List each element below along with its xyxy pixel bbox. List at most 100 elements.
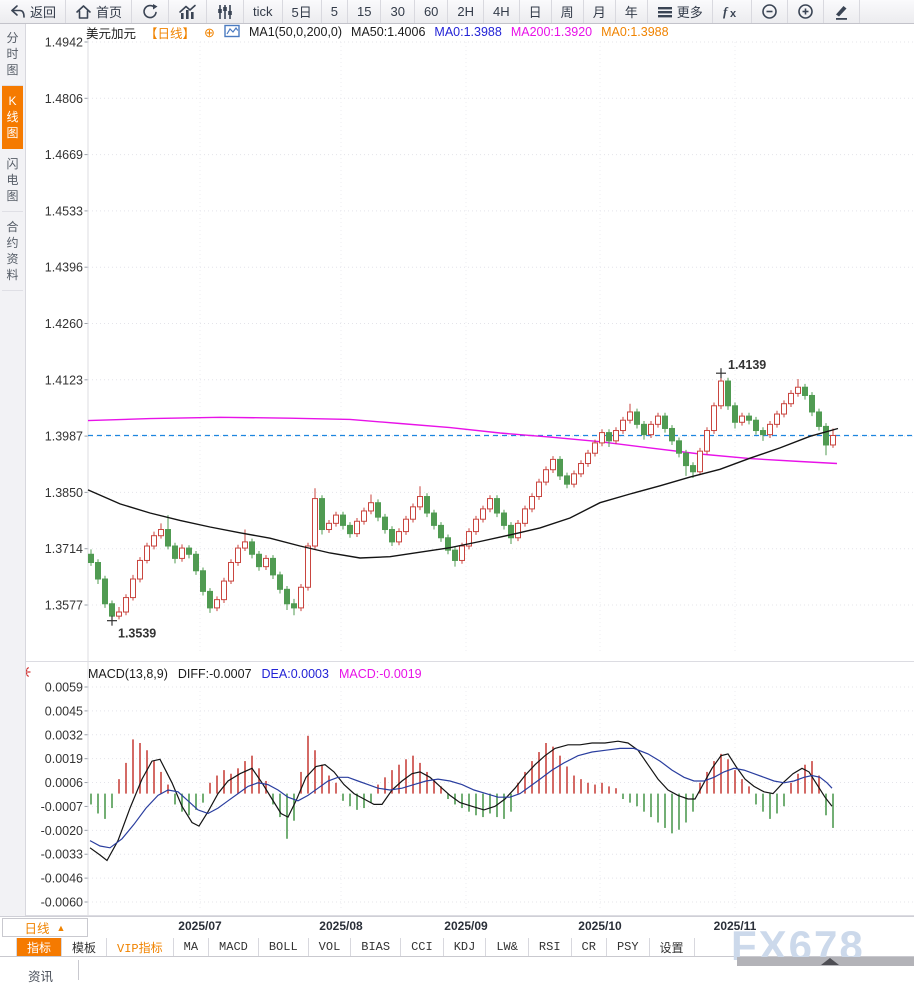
status-divider	[78, 960, 79, 980]
ma0-value-orange: MA0:1.3988	[601, 25, 669, 39]
toolbar-draw-button[interactable]	[824, 0, 860, 23]
toolbar-zoom-in-button[interactable]	[788, 0, 824, 23]
toolbar-period-4h-label: 4H	[493, 4, 510, 19]
toolbar-home-label: 首页	[96, 5, 123, 20]
main-y-axis-label: 1.4669	[45, 148, 83, 162]
macd-diff-value: DIFF:-0.0007	[177, 666, 252, 681]
toolbar-back-label: 返回	[30, 5, 57, 20]
tab-templates[interactable]: 模板	[62, 938, 108, 956]
x-axis-label: 2025/11	[713, 919, 757, 933]
sidebar-item-time-chart[interactable]: 分时图	[2, 23, 23, 86]
macd-y-axis-label: -0.0020	[41, 824, 83, 838]
x-axis-label: 2025/09	[444, 919, 488, 933]
add-favorite-icon[interactable]: ⊕	[204, 24, 215, 40]
x-axis-label: 2025/10	[578, 919, 622, 933]
toolbar-period-day-button[interactable]: 日	[520, 0, 552, 23]
toolbar-period-5d-button[interactable]: 5日	[283, 0, 322, 23]
macd-macd-value: MACD:-0.0019	[338, 666, 422, 681]
ma50-value: MA50:1.4006	[351, 25, 426, 39]
toolbar-area-chart-button[interactable]	[169, 0, 208, 23]
ma200-line	[87, 416, 838, 465]
period-tag: 【日线】	[145, 26, 196, 41]
macd-y-axis-label: 0.0032	[45, 728, 83, 742]
toolbar-candle-chart-button[interactable]	[207, 0, 245, 23]
macd-y-axis-label: 0.0045	[45, 704, 83, 718]
scrollbar-thumb-icon	[821, 958, 839, 965]
tab-boll[interactable]: BOLL	[259, 938, 309, 956]
toolbar-period-15-label: 15	[357, 4, 372, 19]
tab-vip-indicators[interactable]: VIP指标	[107, 938, 174, 956]
toolbar-period-30-button[interactable]: 30	[381, 0, 415, 23]
toolbar-period-year-label: 年	[624, 5, 638, 20]
macd-y-axis-label: 0.0019	[45, 752, 83, 766]
x-axis-label: 2025/08	[319, 919, 363, 933]
top-toolbar: 返回 首页 tick 5日 5 15 30 60 2H 4H 日 周 月 年 更多 f x	[0, 0, 914, 24]
toolbar-home-button[interactable]: 首页	[66, 0, 133, 23]
toolbar-period-5-button[interactable]: 5	[322, 0, 348, 23]
main-y-axis-label: 1.3987	[45, 430, 83, 444]
toolbar-period-month-button[interactable]: 月	[584, 0, 616, 23]
tab-cr[interactable]: CR	[572, 938, 607, 956]
tab-vol[interactable]: VOL	[309, 938, 352, 956]
svg-text:x: x	[730, 8, 737, 19]
ma50-line	[87, 427, 839, 559]
indicator-tabs: 指标 模板 VIP指标 MA MACD BOLL VOL BIAS CCI KDJ LW& RSI CR…	[0, 938, 914, 957]
toolbar-refresh-button[interactable]	[132, 0, 170, 23]
zoomout-icon	[761, 3, 778, 20]
candles-icon	[216, 4, 234, 20]
tab-macd[interactable]: MACD	[209, 938, 259, 956]
macd-plot[interactable]	[88, 663, 914, 913]
chart-legend: 美元加元 【日线】 ⊕ MA1(50,0,200,0) MA50:1.4006 …	[86, 24, 669, 41]
news-tab[interactable]: 资讯	[28, 970, 54, 984]
ma200-value: MA200:1.3920	[510, 25, 593, 39]
tab-psy[interactable]: PSY	[607, 938, 650, 956]
macd-y-axis-label: -0.0033	[41, 848, 83, 862]
toolbar-zoom-out-button[interactable]	[752, 0, 788, 23]
areachart-icon	[178, 4, 197, 20]
main-y-axis-label: 1.3850	[45, 486, 83, 500]
toolbar-back-button[interactable]: 返回	[0, 0, 67, 23]
toolbar-more-button[interactable]: 更多	[648, 0, 713, 23]
toolbar-period-5d-label: 5日	[291, 5, 312, 20]
refresh-icon	[141, 3, 159, 20]
main-y-axis-label: 1.4260	[45, 317, 83, 331]
macd-title: MACD(13,8,9)	[88, 666, 168, 681]
macd-y-axis-label: -0.0007	[41, 800, 83, 814]
toolbar-period-2h-button[interactable]: 2H	[448, 0, 485, 23]
main-y-axis-label: 1.4533	[45, 204, 83, 218]
main-chart-plot[interactable]	[88, 28, 914, 658]
macd-y-axis-label: 0.0006	[45, 776, 83, 790]
gridlines: 1.4942 1.4806 1.4669 1.4533 1.4396 1.4260 1.41…	[41, 36, 914, 910]
toolbar-period-tick-button[interactable]: tick	[244, 0, 283, 23]
chevron-up-icon: ▲	[56, 922, 66, 933]
period-dropdown-button[interactable]: 日线 ▲	[2, 918, 88, 937]
tab-bias[interactable]: BIAS	[351, 938, 402, 956]
tab-cci[interactable]: CCI	[401, 938, 444, 956]
candlestick-series	[88, 373, 836, 621]
toolbar-period-4h-button[interactable]: 4H	[484, 0, 520, 23]
toolbar-period-15-button[interactable]: 15	[348, 0, 382, 23]
macd-dea-value: DEA:0.0003	[261, 666, 329, 681]
toolbar-period-week-button[interactable]: 周	[552, 0, 584, 23]
toolbar-period-60-button[interactable]: 60	[415, 0, 449, 23]
macd-y-axis-label: -0.0060	[41, 896, 83, 910]
sidebar-item-contract-info[interactable]: 合约资料	[2, 212, 23, 291]
back-icon	[9, 4, 26, 20]
main-y-axis-label: 1.3714	[45, 542, 83, 556]
symbol-name: 美元加元	[86, 26, 137, 41]
legend-chart-icon[interactable]	[224, 24, 240, 41]
tab-lw[interactable]: LW&	[486, 938, 529, 956]
toolbar-period-year-button[interactable]: 年	[616, 0, 648, 23]
tab-rsi[interactable]: RSI	[529, 938, 572, 956]
sidebar-item-kline-chart[interactable]: K线图	[2, 86, 23, 149]
tab-kdj[interactable]: KDJ	[444, 938, 487, 956]
toolbar-period-week-label: 周	[560, 5, 574, 20]
tab-indicators[interactable]: 指标	[16, 938, 63, 956]
tab-settings[interactable]: 设置	[650, 938, 695, 956]
tab-ma[interactable]: MA	[174, 938, 210, 956]
zoomin-icon	[797, 3, 814, 20]
horizontal-scrollbar[interactable]	[737, 957, 914, 966]
sidebar-item-lightning-chart[interactable]: 闪电图	[2, 149, 23, 212]
